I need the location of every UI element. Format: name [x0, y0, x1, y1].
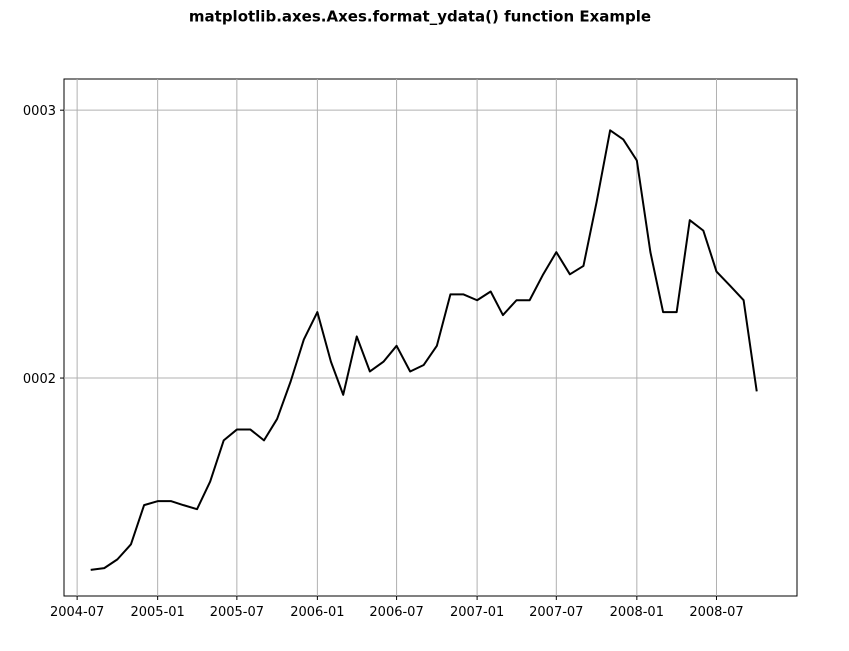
- plot-frame: [63, 78, 798, 597]
- chart-title: matplotlib.axes.Axes.format_ydata() func…: [189, 8, 651, 26]
- x-tick-label: 2004-07: [50, 605, 104, 620]
- x-tick-label: 2006-07: [369, 605, 423, 620]
- x-tick-label: 2007-01: [450, 605, 504, 620]
- x-tick-label: 2005-07: [210, 605, 264, 620]
- x-tick-label: 2008-07: [689, 605, 743, 620]
- x-tick-label: 2007-07: [529, 605, 583, 620]
- x-tick-label: 2005-01: [130, 605, 184, 620]
- y-tick-label: 0003: [23, 104, 56, 119]
- data-line: [90, 129, 758, 571]
- x-tick-label: 2008-01: [610, 605, 664, 620]
- y-tick-label: 0002: [23, 372, 56, 387]
- x-tick-label: 2006-01: [290, 605, 344, 620]
